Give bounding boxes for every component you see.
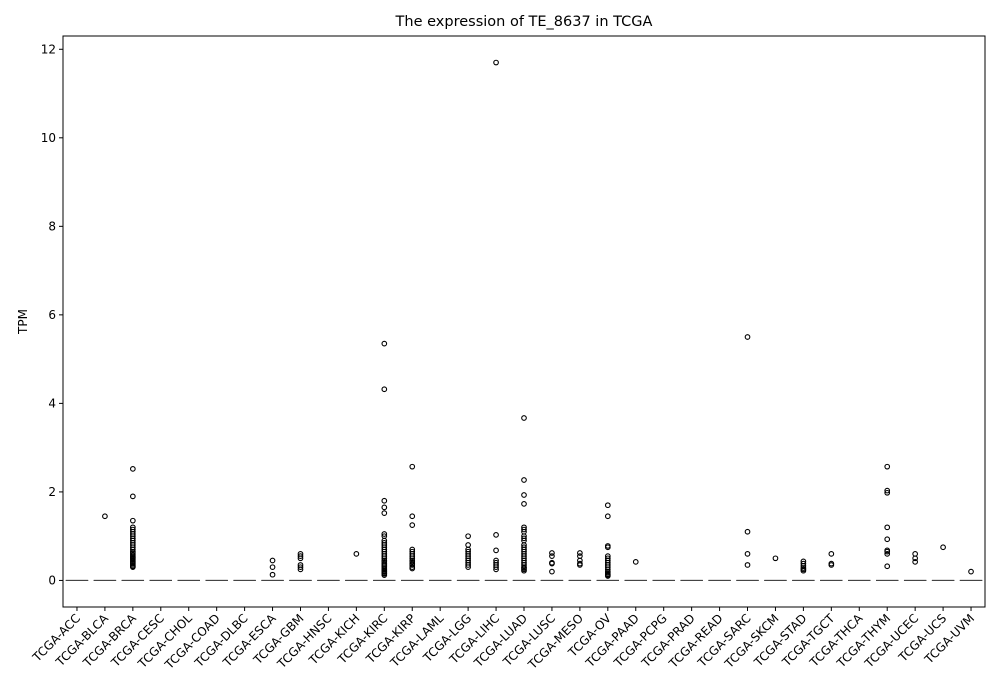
outlier-point bbox=[409, 513, 416, 520]
outlier-point bbox=[297, 564, 304, 571]
outlier-point bbox=[381, 497, 388, 504]
outlier-point bbox=[381, 504, 388, 511]
outlier-point bbox=[940, 544, 946, 551]
outlier-point bbox=[744, 334, 751, 340]
y-tick-label: 2 bbox=[48, 485, 56, 499]
outlier-point bbox=[493, 564, 499, 571]
outlier-point bbox=[884, 551, 891, 557]
chart-title: The expression of TE_8637 in TCGA bbox=[395, 14, 653, 30]
outlier-point bbox=[409, 562, 416, 568]
outlier-point bbox=[521, 415, 527, 421]
outlier-point bbox=[465, 564, 471, 571]
outlier-point bbox=[549, 550, 555, 556]
y-tick-label: 10 bbox=[41, 131, 56, 145]
outlier-point bbox=[828, 551, 835, 557]
outlier-point bbox=[297, 555, 304, 562]
outlier-point bbox=[884, 548, 891, 555]
outlier-point bbox=[884, 536, 891, 543]
outlier-point bbox=[129, 466, 136, 472]
outlier-point bbox=[604, 544, 611, 551]
outlier-point bbox=[129, 546, 136, 553]
outlier-point bbox=[381, 340, 388, 347]
outlier-point bbox=[577, 562, 583, 568]
outlier-point bbox=[549, 560, 555, 567]
outlier-point bbox=[968, 568, 974, 575]
outlier-point bbox=[884, 487, 891, 494]
outlier-point bbox=[884, 489, 891, 496]
outlier-point bbox=[744, 551, 751, 557]
outlier-point bbox=[521, 477, 527, 483]
outlier-point bbox=[604, 573, 611, 579]
outlier-point bbox=[521, 492, 527, 498]
outlier-point bbox=[381, 555, 388, 562]
outlier-point bbox=[409, 555, 416, 562]
outlier-point bbox=[884, 463, 891, 470]
outlier-point bbox=[521, 535, 527, 542]
outlier-point bbox=[604, 502, 611, 509]
outlier-point bbox=[912, 559, 919, 565]
outlier-point bbox=[465, 533, 471, 540]
outlier-point bbox=[521, 567, 527, 574]
outlier-point bbox=[409, 559, 416, 565]
outlier-point bbox=[269, 557, 276, 564]
outlier-point bbox=[577, 550, 583, 556]
outlier-point bbox=[744, 528, 751, 535]
outlier-point bbox=[102, 513, 108, 520]
outlier-point bbox=[409, 522, 416, 528]
outlier-point bbox=[493, 59, 499, 66]
outlier-point bbox=[381, 386, 388, 393]
outlier-point bbox=[912, 555, 919, 562]
y-tick-label: 6 bbox=[48, 308, 56, 322]
outlier-point bbox=[772, 555, 779, 562]
outlier-point bbox=[604, 513, 611, 520]
outlier-point bbox=[828, 562, 835, 568]
outlier-point bbox=[465, 562, 471, 568]
outlier-point bbox=[549, 553, 555, 559]
outlier-point bbox=[521, 501, 527, 507]
y-tick-label: 12 bbox=[41, 42, 56, 56]
outlier-point bbox=[549, 568, 555, 575]
outlier-point bbox=[297, 553, 304, 559]
outlier-point bbox=[269, 564, 276, 571]
y-axis-label: TPM bbox=[16, 309, 30, 335]
outlier-point bbox=[297, 566, 304, 573]
outlier-point bbox=[129, 564, 136, 571]
outlier-point bbox=[381, 572, 388, 578]
outlier-point bbox=[129, 517, 136, 524]
plot-frame bbox=[62, 35, 986, 608]
outlier-point bbox=[269, 571, 276, 578]
outlier-point bbox=[409, 565, 416, 572]
outlier-point bbox=[493, 532, 499, 538]
outlier-point bbox=[800, 567, 807, 574]
outlier-point bbox=[884, 563, 891, 570]
y-tick-label: 0 bbox=[48, 573, 56, 587]
outlier-point bbox=[409, 463, 416, 470]
outlier-point bbox=[632, 559, 639, 565]
outlier-point bbox=[884, 524, 891, 531]
outlier-point bbox=[493, 547, 499, 554]
outlier-point bbox=[381, 510, 388, 517]
outlier-point bbox=[353, 551, 360, 557]
outlier-point bbox=[521, 526, 527, 533]
outlier-point bbox=[129, 493, 136, 500]
outlier-point bbox=[744, 562, 751, 568]
outlier-point bbox=[381, 531, 388, 537]
outlier-point bbox=[493, 566, 499, 573]
y-tick-label: 4 bbox=[48, 396, 56, 410]
y-tick-label: 8 bbox=[48, 219, 56, 233]
